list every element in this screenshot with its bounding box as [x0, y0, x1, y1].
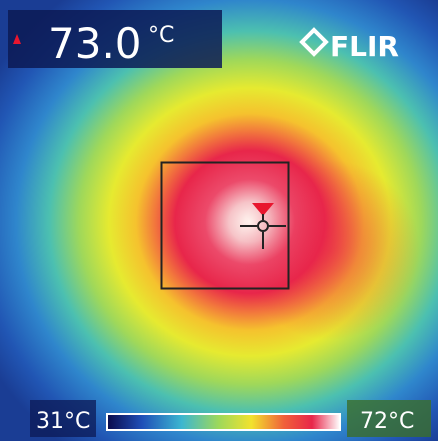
scale-max-panel: [347, 400, 431, 437]
measure-box: [160, 161, 290, 290]
logo-text: FLIR: [330, 30, 399, 63]
reading-unit: °C: [148, 23, 174, 48]
scale-max: 72°C: [360, 409, 414, 434]
color-scale: [106, 413, 341, 431]
hotspot-marker: [252, 203, 274, 216]
scale-min: 31°C: [36, 409, 90, 434]
hot-indicator: [13, 34, 21, 44]
scale-min-panel: [30, 400, 96, 437]
reading-panel: [8, 10, 222, 68]
crosshair: [240, 214, 286, 249]
logo: FLIR: [299, 27, 399, 63]
logo-icon: [299, 27, 329, 57]
reading-value: 73.0: [48, 19, 142, 68]
